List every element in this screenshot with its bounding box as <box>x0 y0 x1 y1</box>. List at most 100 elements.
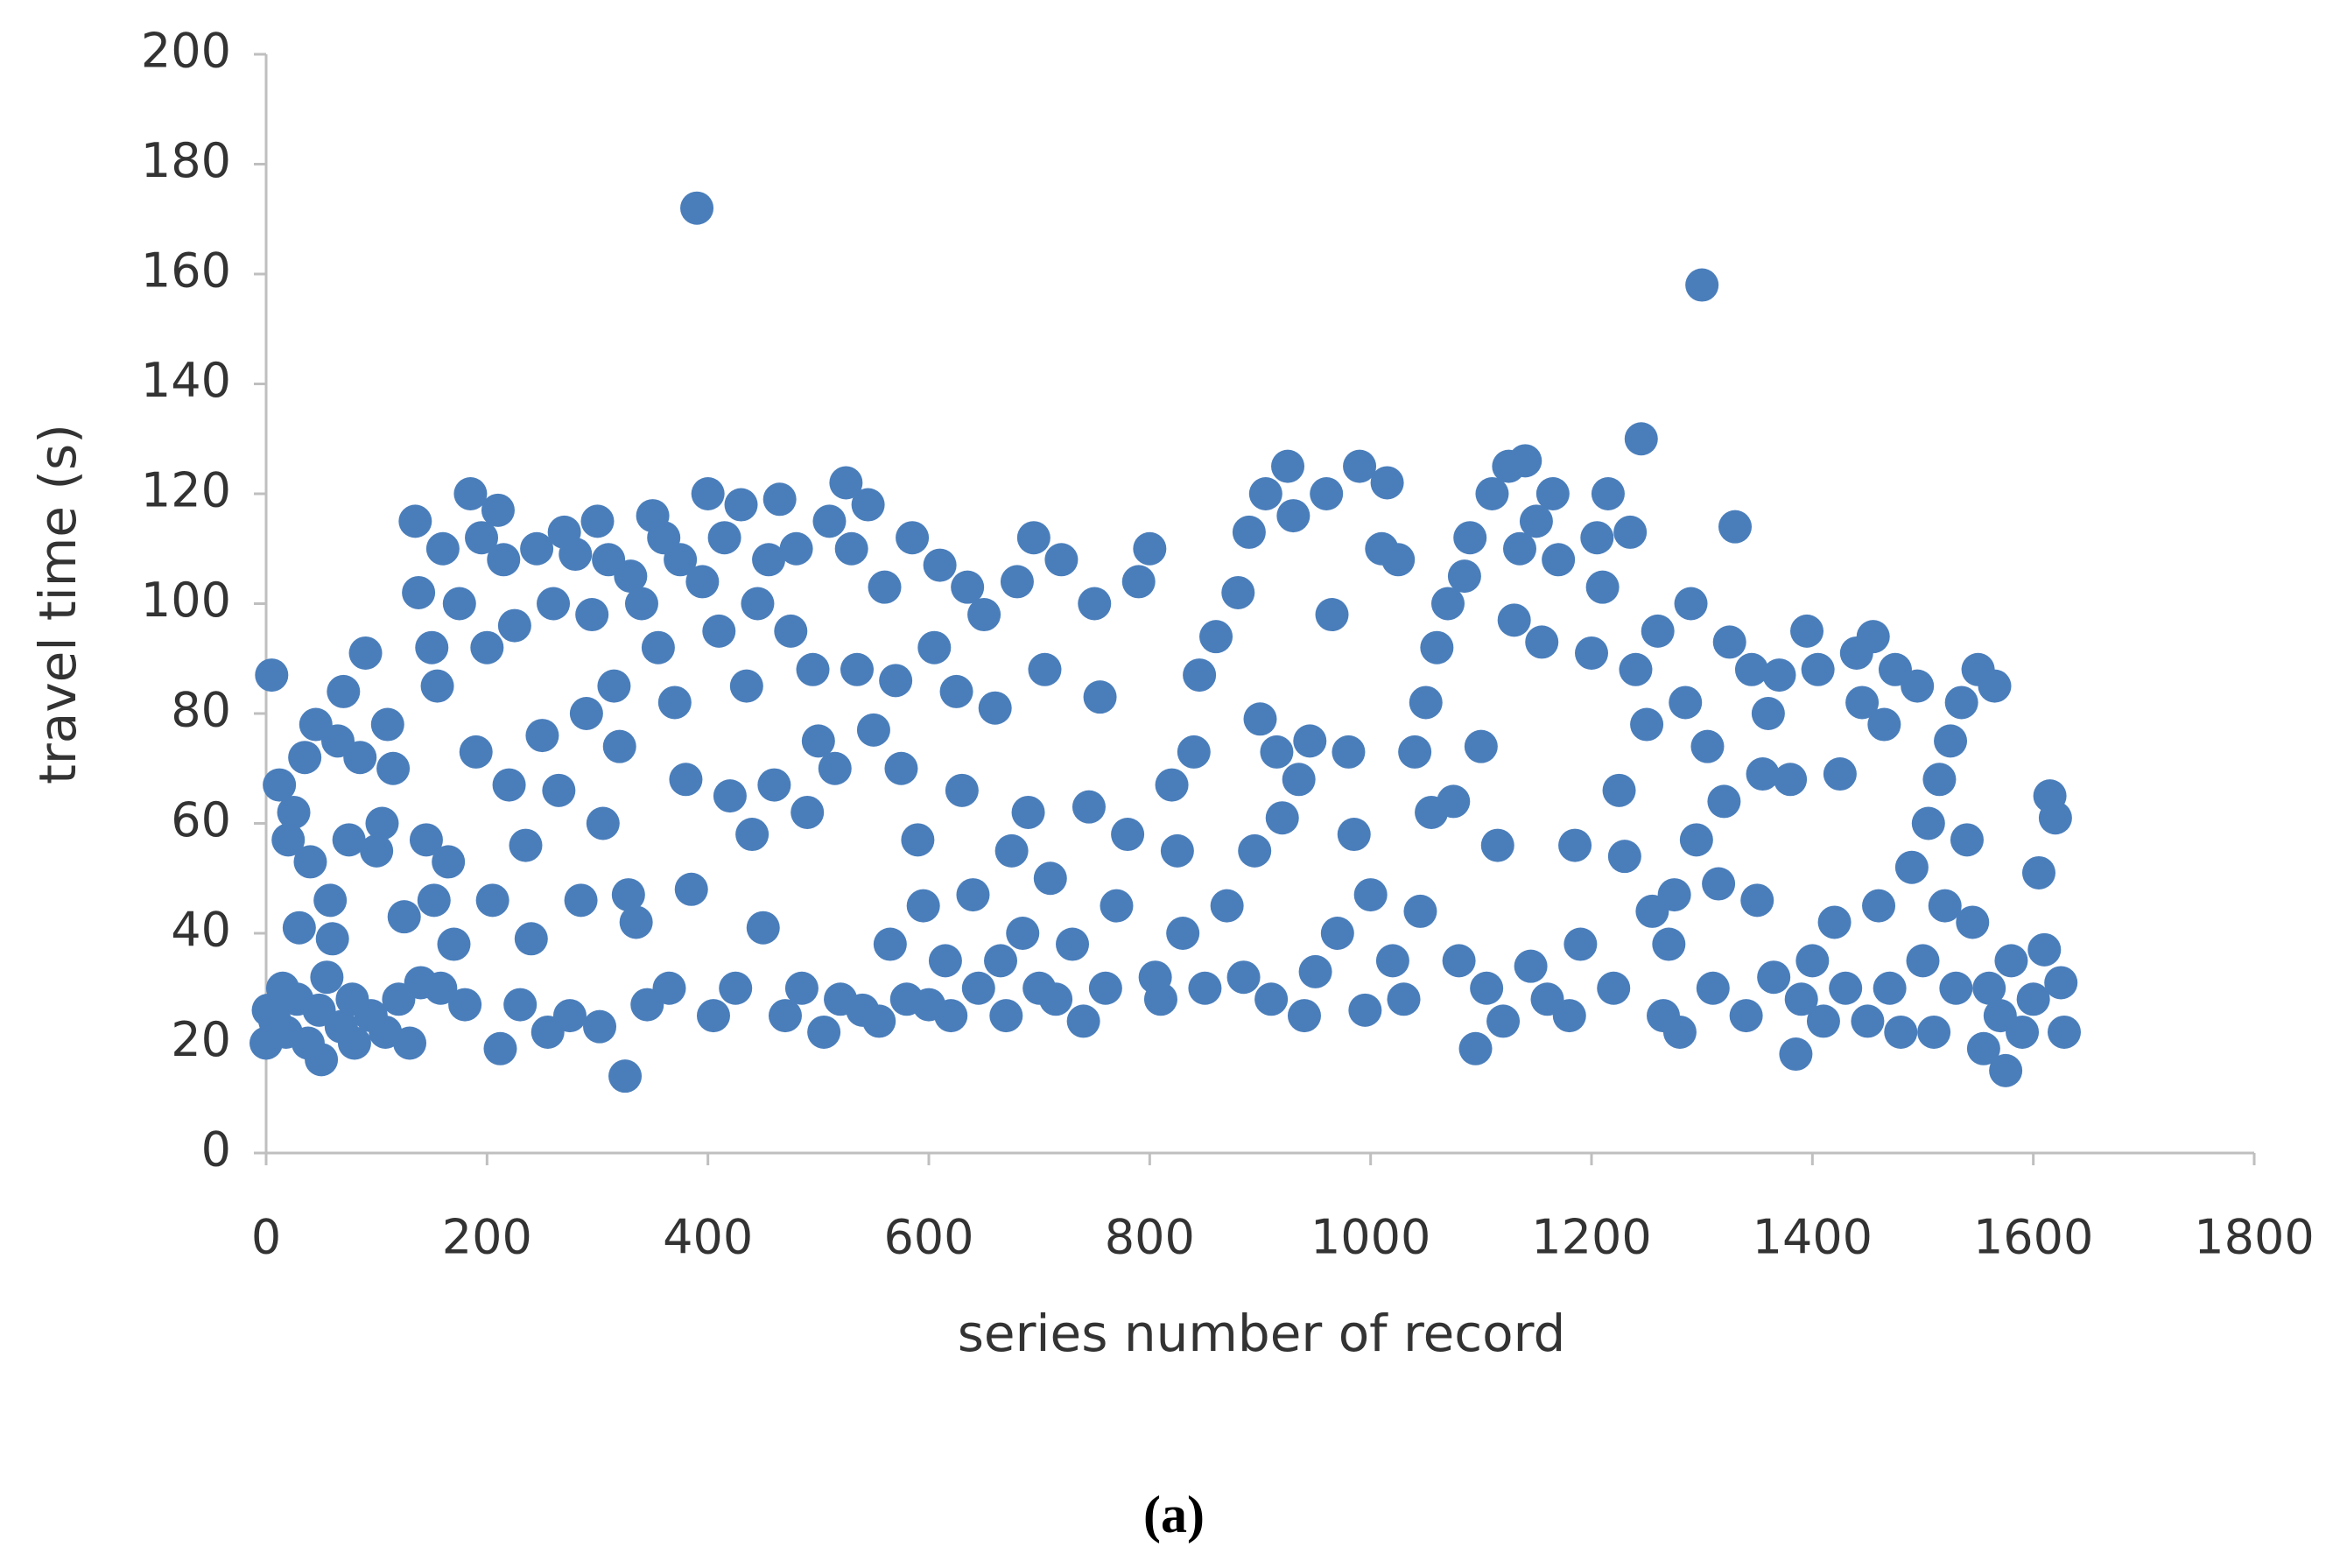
point <box>2016 982 2050 1016</box>
point <box>1894 850 1929 884</box>
point <box>514 922 548 956</box>
point <box>1989 1053 2023 1087</box>
point <box>812 504 847 538</box>
y-tick-label: 100 <box>141 573 231 628</box>
point <box>305 1043 339 1077</box>
point <box>956 878 990 912</box>
point <box>1994 944 2028 978</box>
point <box>1928 889 1962 923</box>
caption: (a) <box>1143 1486 1205 1543</box>
point <box>669 763 703 797</box>
point <box>707 521 741 555</box>
point <box>459 735 493 769</box>
point <box>1497 603 1531 637</box>
point <box>1674 587 1708 621</box>
point <box>896 521 930 555</box>
point <box>729 669 763 703</box>
point <box>1630 707 1664 742</box>
point <box>552 999 587 1033</box>
point <box>360 833 394 868</box>
point <box>1188 971 1222 1005</box>
point <box>1155 768 1189 802</box>
point <box>1779 1037 1813 1072</box>
point <box>1293 724 1327 758</box>
point <box>1911 806 1945 840</box>
point <box>735 818 769 852</box>
point <box>425 531 460 566</box>
point <box>784 971 819 1005</box>
point <box>1734 652 1768 686</box>
point <box>1685 268 1719 302</box>
point <box>791 795 825 829</box>
point <box>1712 625 1746 659</box>
point <box>1525 625 1559 659</box>
point <box>719 971 753 1005</box>
point <box>1011 795 1045 829</box>
point <box>685 565 720 599</box>
point <box>1437 784 1471 819</box>
point <box>1480 828 1514 862</box>
point <box>1552 999 1586 1033</box>
point <box>1056 927 1090 961</box>
point <box>1519 504 1553 538</box>
x-tick-label: 1200 <box>1531 1210 1651 1265</box>
point <box>1856 620 1890 654</box>
point <box>1199 620 1233 654</box>
x-tick-label: 200 <box>442 1210 532 1265</box>
point <box>1315 598 1349 632</box>
point <box>1370 466 1404 500</box>
point <box>1762 658 1796 693</box>
point <box>537 587 571 621</box>
point <box>348 636 383 670</box>
point <box>1795 944 1830 978</box>
point <box>608 1059 643 1093</box>
point <box>1502 531 1536 566</box>
point <box>1575 636 1608 670</box>
point <box>475 883 509 918</box>
point <box>559 538 593 572</box>
point <box>1343 449 1377 483</box>
point <box>255 658 289 693</box>
point <box>282 911 316 945</box>
point <box>1801 652 1835 686</box>
point <box>1028 652 1062 686</box>
point <box>1751 697 1785 730</box>
point <box>1243 702 1277 736</box>
point <box>1542 543 1576 577</box>
point <box>417 883 451 918</box>
point <box>313 883 348 918</box>
point <box>332 823 366 857</box>
point <box>691 477 725 510</box>
point <box>1166 917 1200 950</box>
point <box>1033 861 1067 896</box>
point <box>277 795 311 829</box>
point <box>1238 833 1272 868</box>
point <box>597 669 631 703</box>
y-tick-label: 200 <box>141 24 231 79</box>
point <box>1966 1031 2000 1065</box>
point <box>1690 729 1725 763</box>
point <box>657 686 692 720</box>
point <box>923 548 957 582</box>
point <box>1972 971 2006 1005</box>
point <box>288 741 322 775</box>
point <box>1072 790 1106 824</box>
point <box>1210 889 1244 923</box>
point <box>1221 575 1255 609</box>
y-axis-title: travel time (s) <box>28 424 88 784</box>
point <box>453 477 488 510</box>
point <box>1784 982 1818 1016</box>
point <box>2006 1015 2040 1049</box>
point <box>315 922 349 956</box>
point <box>1430 587 1465 621</box>
point <box>1183 658 1217 693</box>
point <box>917 630 952 664</box>
point <box>873 927 907 961</box>
point <box>1862 889 1896 923</box>
point <box>271 823 306 857</box>
point <box>465 521 499 555</box>
point <box>1453 521 1487 555</box>
point <box>503 988 538 1022</box>
point <box>263 768 297 802</box>
point <box>967 598 1001 632</box>
